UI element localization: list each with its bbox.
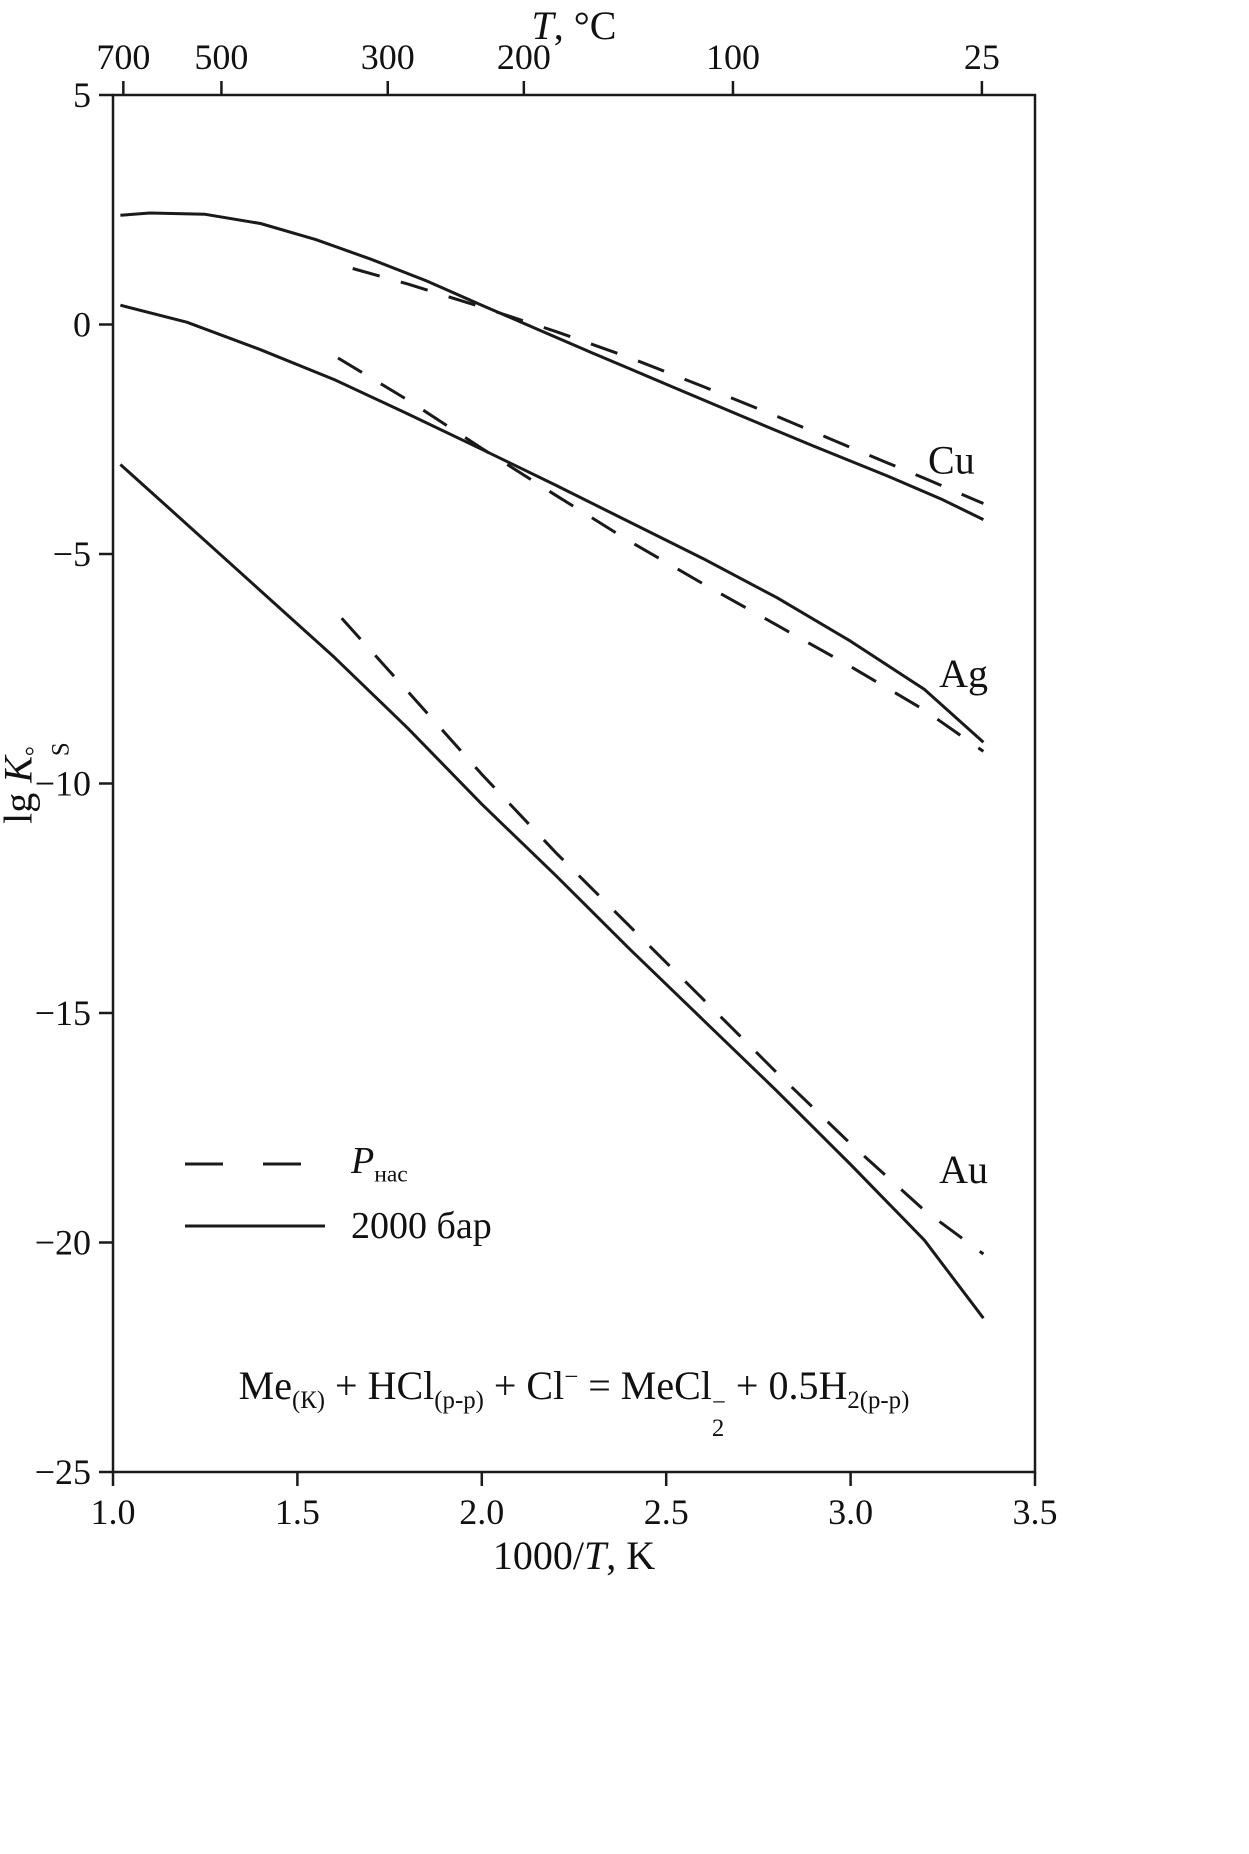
reaction-equation: Me(К) + HCl(р-р) + Cl− = MeCl −2 + 0.5H2(… xyxy=(113,1362,1035,1442)
x-tick-label: 1.0 xyxy=(91,1492,136,1532)
x-axis-var: T xyxy=(583,1533,607,1578)
legend-label-pnas: Pнас xyxy=(351,1139,408,1189)
eq-h2-sub: 2(р-р) xyxy=(847,1387,910,1414)
y-axis-title-wrap: lg K ° S xyxy=(0,95,75,1472)
top-tick-label: 100 xyxy=(706,37,760,77)
x-axis-prefix: 1000/ xyxy=(492,1533,584,1578)
x-axis-title: 1000/T, K xyxy=(113,1532,1035,1579)
annotation-ag: Ag xyxy=(939,651,988,696)
y-tick-label: −10 xyxy=(35,764,91,804)
y-axis-sub: S xyxy=(48,742,76,757)
x-tick-label: 3.5 xyxy=(1013,1492,1058,1532)
eq-mecl-sup: − xyxy=(711,1389,726,1417)
eq-hcl: + HCl xyxy=(325,1363,435,1408)
legend-label-2000bar: 2000 бар xyxy=(351,1205,492,1247)
y-axis-prefix: lg xyxy=(0,783,41,825)
eq-me-sub: (К) xyxy=(291,1387,326,1414)
y-tick-label: 0 xyxy=(73,305,91,345)
eq-cl: + Cl xyxy=(483,1363,565,1408)
eq-me: Me xyxy=(238,1363,292,1408)
series-cu-pnas xyxy=(352,267,984,505)
series-au-2000bar xyxy=(119,463,985,1320)
top-axis-title: T, °C xyxy=(113,2,1035,49)
plot-frame xyxy=(111,93,1037,1474)
x-tick-label: 2.5 xyxy=(644,1492,689,1532)
eq-h2: + 0.5H xyxy=(725,1363,848,1408)
y-tick-label: −25 xyxy=(35,1452,91,1492)
y-axis-sup: ° xyxy=(22,746,50,757)
eq-mecl-sub: 2 xyxy=(711,1415,725,1443)
solid-line-sample-icon xyxy=(185,1224,325,1228)
top-axis-var: T xyxy=(531,3,554,48)
legend-item-pnas: Pнас xyxy=(185,1140,492,1188)
x-tick-label: 2.0 xyxy=(459,1492,504,1532)
eq-mecl-supsub: −2 xyxy=(712,1390,726,1442)
y-tick-label: −15 xyxy=(35,993,91,1033)
y-axis-title: lg K ° S xyxy=(0,743,75,825)
top-tick-label: 700 xyxy=(96,37,150,77)
annotation-cu: Cu xyxy=(928,438,975,483)
series-ag-2000bar xyxy=(120,303,985,744)
legend: Pнас 2000 бар xyxy=(185,1140,492,1250)
top-tick-label: 200 xyxy=(497,37,551,77)
y-axis-supsub: ° S xyxy=(22,742,76,757)
top-axis-unit: , °C xyxy=(553,3,617,48)
x-tick-label: 3.0 xyxy=(828,1492,873,1532)
legend-pnas-sub: нас xyxy=(374,1161,408,1188)
legend-pnas-var: P xyxy=(351,1140,375,1183)
x-axis-unit: , K xyxy=(606,1533,656,1578)
x-tick-label: 1.5 xyxy=(275,1492,320,1532)
eq-cl-sup: − xyxy=(564,1363,579,1391)
series-au-pnas xyxy=(340,617,985,1256)
top-tick-label: 500 xyxy=(194,37,248,77)
eq-hcl-sub: (р-р) xyxy=(434,1387,484,1414)
series-ag-pnas xyxy=(337,356,985,753)
top-tick-label: 25 xyxy=(964,37,1000,77)
y-tick-label: −5 xyxy=(53,534,91,574)
y-tick-label: −20 xyxy=(35,1223,91,1263)
dashed-line-sample-icon xyxy=(185,1162,325,1166)
annotation-au: Au xyxy=(939,1147,988,1192)
top-tick-label: 300 xyxy=(361,37,415,77)
y-axis-var: K xyxy=(0,756,41,784)
y-tick-label: 5 xyxy=(73,75,91,115)
legend-item-2000bar: 2000 бар xyxy=(185,1202,492,1250)
series-cu-2000bar xyxy=(120,211,985,521)
eq-mecl: = MeCl xyxy=(578,1363,712,1408)
